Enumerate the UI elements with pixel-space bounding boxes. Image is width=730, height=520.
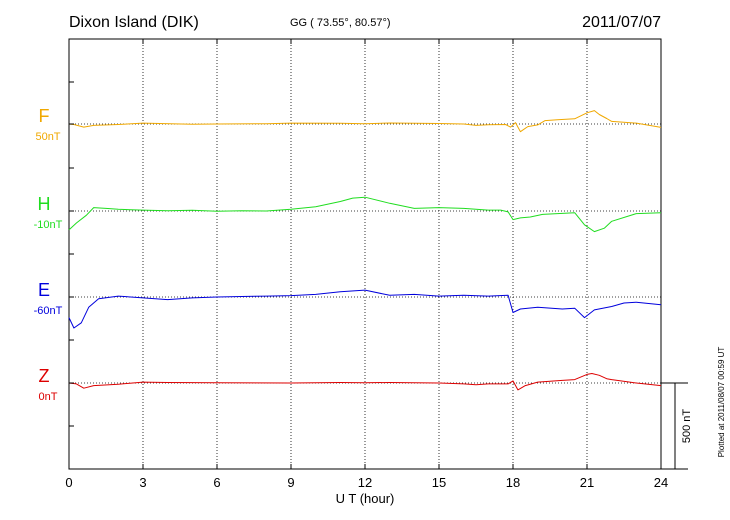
series-labels: F 50nT H -10nT E -60nT Z 0nT (34, 106, 63, 403)
series-line-e (68, 289, 662, 329)
x-tick-label-21: 21 (580, 475, 594, 490)
series-name-h: H (38, 194, 51, 214)
series-line-f (68, 110, 662, 133)
x-tick-label-12: 12 (358, 475, 372, 490)
scale-bar: 500 nT (661, 382, 693, 470)
series-layer (68, 110, 662, 391)
x-tick-label-6: 6 (213, 475, 220, 490)
x-tick-label-0: 0 (65, 475, 72, 490)
series-baseline-label-z: 0nT (39, 391, 58, 403)
scale-bar-label: 500 nT (681, 409, 693, 444)
series-line-z (68, 373, 662, 391)
series-baseline-label-f: 50nT (35, 131, 60, 143)
x-axis: 0 3 6 9 12 15 18 21 24 (65, 38, 668, 490)
station-title: Dixon Island (DIK) (69, 14, 199, 31)
series-name-z: Z (39, 366, 50, 386)
x-tick-label-3: 3 (139, 475, 146, 490)
x-tick-label-18: 18 (506, 475, 520, 490)
x-tick-label-24: 24 (654, 475, 668, 490)
station-coords: GG ( 73.55°, 80.57°) (290, 17, 391, 29)
plot-frame (68, 38, 662, 470)
plotted-note: Plotted at 2011/08/07 00:59 UT (717, 347, 726, 458)
x-tick-label-9: 9 (287, 475, 294, 490)
grid (69, 39, 661, 469)
x-axis-label: U T (hour) (336, 491, 395, 506)
chart-date: 2011/07/07 (582, 14, 661, 31)
series-baseline-label-h: -10nT (34, 219, 63, 231)
series-line-h (68, 196, 662, 233)
series-name-e: E (38, 280, 50, 300)
series-baseline-label-e: -60nT (34, 305, 63, 317)
x-tick-label-15: 15 (432, 475, 446, 490)
series-name-f: F (39, 106, 50, 126)
